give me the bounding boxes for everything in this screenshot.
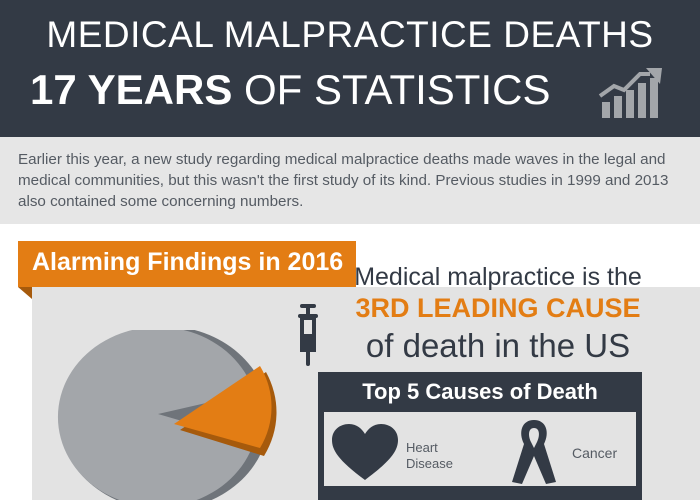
pie-chart-icon (58, 330, 277, 500)
syringe-icon (298, 304, 318, 366)
claim-line-1: Medical malpractice is the (354, 263, 642, 291)
subtitle-rest: OF STATISTICS (232, 66, 551, 113)
banner-fold (18, 287, 32, 299)
claim-highlight: 3RD LEADING CAUSE (355, 293, 641, 323)
claim-line-3: of death in the US (365, 327, 631, 364)
cause-label-cancer: Cancer (572, 445, 618, 461)
intro-text: Earlier this year, a new study regarding… (18, 151, 669, 210)
findings-banner (18, 241, 356, 287)
cause-label-heart-disease: Heart Disease (406, 440, 453, 471)
findings-heading: Alarming Findings in 2016 (32, 248, 344, 276)
subtitle-bold: 17 YEARS (30, 66, 233, 113)
rising-bar-chart-icon (598, 68, 662, 118)
header-banner (0, 0, 700, 137)
page-title: MEDICAL MALPRACTICE DEATHS (46, 14, 654, 55)
heart-icon (332, 424, 398, 480)
intro-section: Earlier this year, a new study regarding… (0, 137, 700, 224)
top-causes-title: Top 5 Causes of Death (362, 379, 598, 404)
awareness-ribbon-icon (512, 420, 556, 484)
page-subtitle: 17 YEARS OF STATISTICS (30, 66, 550, 114)
